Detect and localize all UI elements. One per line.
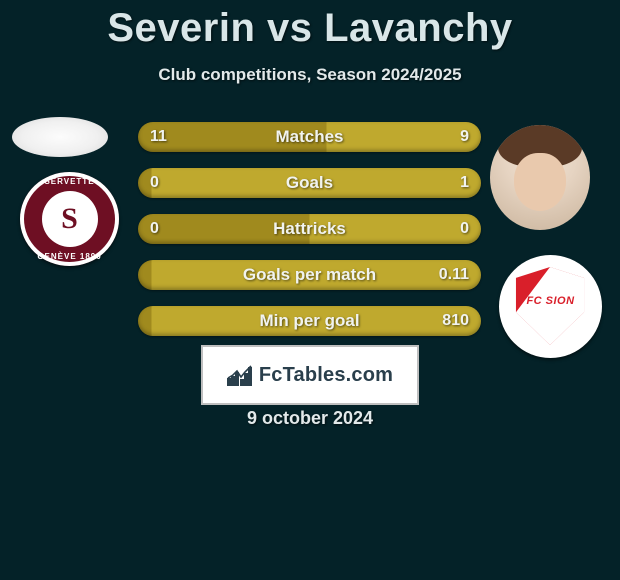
page-title: Severin vs Lavanchy <box>0 0 620 51</box>
stat-value-right: 1 <box>460 168 469 198</box>
crest-left-ring-top: SERVETTE <box>20 177 119 186</box>
stat-row: Goals per match 0.11 <box>138 260 481 290</box>
stat-row: Matches 11 9 <box>138 122 481 152</box>
stat-row: Hattricks 0 0 <box>138 214 481 244</box>
watermark-text: FcTables.com <box>259 364 393 387</box>
crest-left-ring-bottom: GENÈVE 1890 <box>20 252 119 261</box>
stat-label: Hattricks <box>273 219 346 239</box>
stat-value-right: 0 <box>460 214 469 244</box>
stat-value-left: 11 <box>150 122 167 152</box>
stat-row: Goals 0 1 <box>138 168 481 198</box>
date-label: 9 october 2024 <box>0 408 620 429</box>
stat-row: Min per goal 810 <box>138 306 481 336</box>
stat-label: Goals <box>286 173 333 193</box>
club-crest-right: FC SION <box>499 255 602 358</box>
avatar-face <box>514 153 566 211</box>
stat-value-right: 0.11 <box>439 260 469 290</box>
crest-left-ring: SERVETTE GENÈVE 1890 <box>20 172 119 266</box>
stat-value-left: 0 <box>150 214 159 244</box>
stat-value-right: 810 <box>442 306 469 336</box>
subtitle: Club competitions, Season 2024/2025 <box>0 65 620 85</box>
stat-value-right: 9 <box>460 122 469 152</box>
stat-label: Goals per match <box>243 265 376 285</box>
stat-label: Matches <box>275 127 343 147</box>
player-right-avatar <box>490 125 590 230</box>
club-crest-left: SERVETTE GENÈVE 1890 S <box>20 172 119 266</box>
stat-value-left: 0 <box>150 168 159 198</box>
player-left-avatar <box>12 117 108 157</box>
stats-container: Matches 11 9 Goals 0 1 Hattricks 0 0 Goals per ma… <box>138 122 481 352</box>
stat-label: Min per goal <box>259 311 359 331</box>
wm-trend-line-icon <box>227 364 253 386</box>
crest-right-label: FC SION <box>499 295 602 307</box>
bar-chart-icon <box>227 364 253 386</box>
watermark: FcTables.com <box>201 345 419 405</box>
